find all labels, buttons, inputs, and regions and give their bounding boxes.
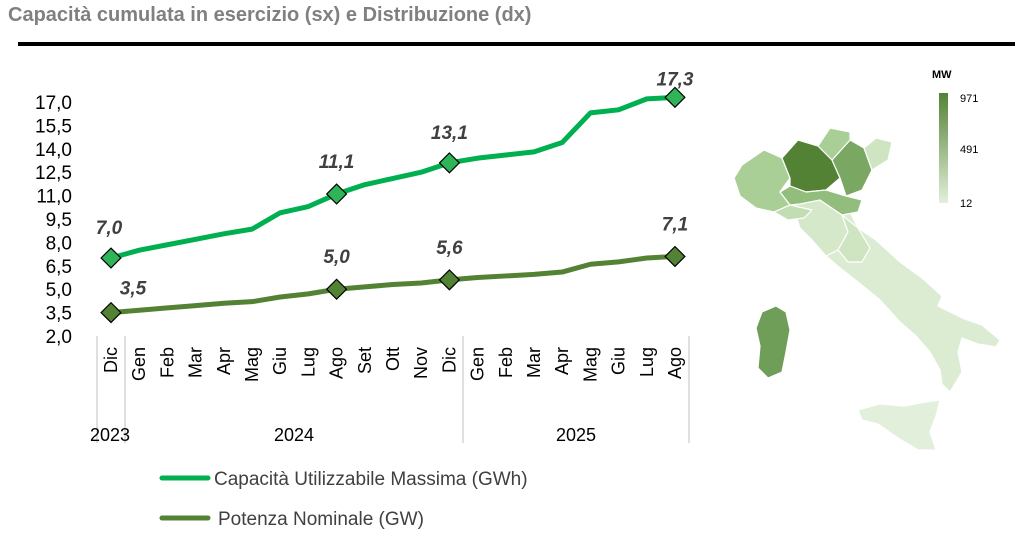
map-scale-unit: MW — [932, 69, 952, 81]
map-region-veneto — [831, 139, 873, 197]
y-tick-label: 2,0 — [46, 327, 72, 348]
y-tick-label: 15,5 — [35, 116, 72, 137]
map-region-lombardy — [781, 139, 841, 193]
map-region-liguria — [773, 204, 813, 221]
data-label: 7,0 — [96, 218, 123, 239]
data-point-marker — [438, 152, 461, 174]
y-tick-label: 14,0 — [35, 140, 72, 161]
map-scale-min: 12 — [960, 198, 972, 210]
x-tick-label: Mag — [580, 347, 600, 382]
y-tick-label: 12,5 — [35, 163, 72, 184]
legend-label: Capacità Utilizzabile Massima (GWh) — [214, 469, 528, 490]
y-tick-label: 8,0 — [46, 233, 72, 254]
map-color-scale — [939, 93, 948, 203]
y-tick-label: 3,5 — [46, 304, 72, 325]
map-region-centre — [837, 214, 871, 263]
data-label: 7,1 — [662, 214, 688, 235]
title-rule — [18, 42, 1015, 46]
data-point-marker — [325, 183, 348, 205]
x-tick-label: Lug — [298, 347, 318, 377]
chart-title: Capacità cumulata in esercizio (sx) e Di… — [8, 4, 532, 26]
x-tick-label: Apr — [214, 347, 234, 375]
series-line — [108, 253, 678, 316]
data-point-marker — [664, 245, 686, 268]
legend-label: Potenza Nominale (GW) — [218, 509, 424, 530]
map-scale-max: 971 — [960, 93, 978, 105]
y-tick-label: 11,0 — [36, 187, 72, 208]
x-tick-label: Mag — [242, 347, 262, 382]
y-tick-label: 6,5 — [46, 257, 72, 278]
data-point-marker — [438, 269, 461, 291]
x-tick-label: Mar — [186, 347, 206, 378]
data-label: 5,0 — [323, 247, 350, 268]
x-tick-label: Gen — [129, 347, 149, 381]
data-point-marker — [100, 301, 122, 324]
data-point-marker — [100, 247, 122, 269]
year-label: 2023 — [90, 425, 130, 445]
x-tick-label: Dic — [439, 347, 459, 373]
map-region-friuli — [863, 137, 893, 171]
data-point-marker — [664, 86, 686, 109]
x-tick-label: Feb — [496, 347, 516, 378]
map-region-piedmont — [733, 149, 791, 213]
x-tick-label: Giu — [609, 347, 629, 375]
x-tick-label: Dic — [101, 347, 121, 373]
y-tick-label: 5,0 — [46, 280, 72, 301]
x-tick-label: Nov — [411, 347, 431, 379]
x-tick-label: Lug — [637, 347, 657, 377]
y-tick-label: 9,5 — [46, 210, 72, 231]
data-label: 3,5 — [120, 279, 147, 300]
map-region-trentino — [817, 127, 851, 161]
data-label: 13,1 — [431, 123, 468, 144]
x-tick-label: Apr — [552, 347, 572, 375]
map-region-sardinia — [755, 305, 791, 379]
year-label: 2024 — [274, 425, 314, 445]
x-tick-label: Ago — [327, 347, 347, 379]
map-region-emilia — [779, 185, 863, 216]
y-tick-label: 17,0 — [35, 93, 72, 114]
map-scale-mid: 491 — [960, 144, 978, 156]
x-tick-label: Set — [355, 347, 375, 374]
x-tick-label: Feb — [157, 347, 177, 378]
data-label: 17,3 — [657, 69, 694, 90]
x-tick-label: Ott — [383, 347, 403, 371]
data-label: 5,6 — [436, 238, 463, 259]
year-label: 2025 — [556, 425, 596, 445]
series-line — [108, 94, 678, 261]
map-region-sicily — [857, 399, 941, 451]
data-point-marker — [325, 278, 348, 300]
x-tick-label: Ago — [665, 347, 685, 379]
x-tick-label: Giu — [270, 347, 290, 375]
x-tick-label: Mar — [524, 347, 544, 378]
x-tick-label: Gen — [468, 347, 488, 381]
data-label: 11,1 — [319, 152, 355, 173]
